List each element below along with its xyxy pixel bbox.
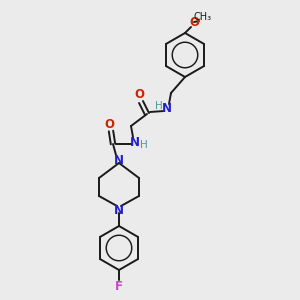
Text: N: N	[114, 154, 124, 166]
Text: F: F	[115, 280, 123, 293]
Text: N: N	[114, 203, 124, 217]
Text: H: H	[155, 101, 163, 111]
Text: N: N	[130, 136, 140, 148]
Text: O: O	[134, 88, 144, 101]
Text: N: N	[162, 101, 172, 115]
Text: CH₃: CH₃	[194, 12, 212, 22]
Text: H: H	[140, 140, 148, 150]
Text: O: O	[104, 118, 114, 130]
Text: O: O	[189, 16, 199, 29]
